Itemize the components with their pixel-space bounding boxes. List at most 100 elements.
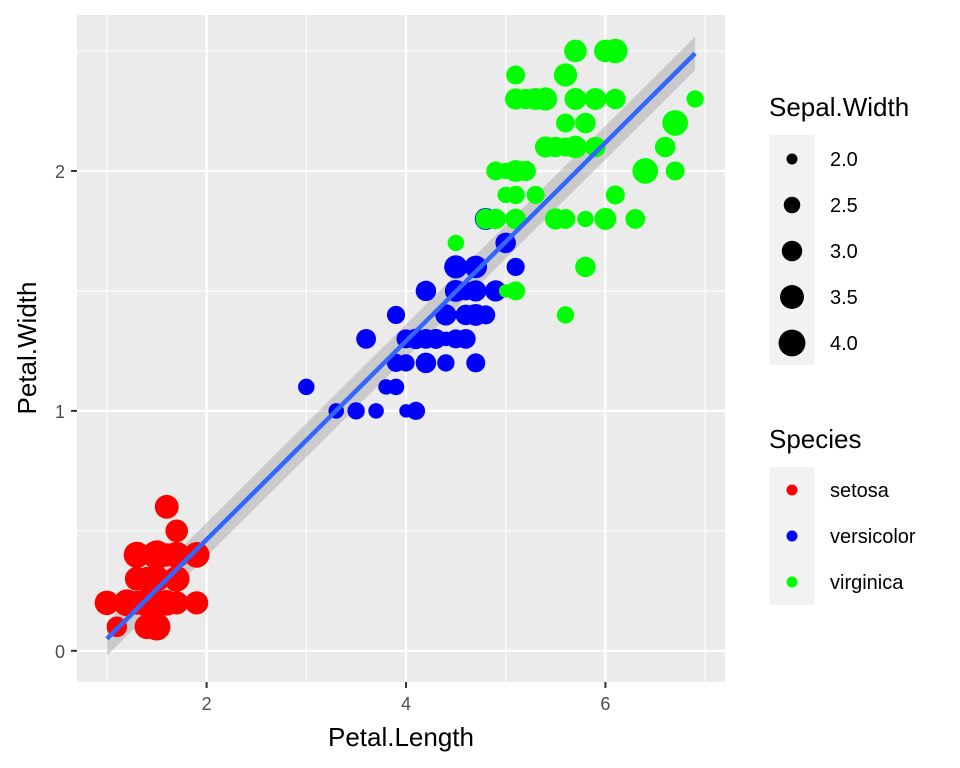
point-virginica [497, 186, 514, 204]
point-versicolor [435, 304, 457, 326]
point-setosa [123, 541, 150, 568]
point-virginica [556, 306, 575, 324]
point-virginica [564, 39, 587, 63]
point-versicolor [464, 255, 488, 279]
points-layer [94, 38, 704, 641]
point-versicolor [386, 305, 406, 325]
point-virginica [554, 64, 577, 86]
point-virginica [625, 209, 646, 229]
size-legend-label: 3.5 [830, 287, 858, 309]
point-virginica [564, 88, 587, 110]
point-versicolor [378, 379, 394, 395]
size-legend: Sepal.Width 2.0 2.5 3.0 3.5 4.0 [769, 92, 909, 365]
y-tick-label: 2 [55, 162, 65, 182]
size-legend-key [780, 285, 804, 309]
size-legend-key [781, 240, 803, 262]
point-versicolor [444, 255, 468, 279]
point-virginica [533, 87, 558, 111]
point-setosa [136, 568, 158, 590]
y-axis-title: Petal.Width [12, 282, 42, 415]
point-versicolor [415, 352, 437, 374]
point-versicolor [347, 402, 365, 420]
color-legend-key-versicolor [786, 530, 798, 542]
point-versicolor [465, 280, 487, 302]
point-virginica [515, 160, 536, 182]
point-versicolor [476, 305, 496, 325]
color-legend-items: setosa versicolor virginica [786, 480, 916, 594]
point-virginica [662, 110, 689, 136]
point-versicolor [406, 401, 426, 420]
size-legend-label: 2.0 [830, 149, 858, 171]
size-legend-key [786, 153, 798, 165]
point-versicolor [506, 257, 525, 277]
point-setosa [145, 543, 169, 567]
size-legend-items: 2.0 2.5 3.0 3.5 4.0 [778, 149, 858, 357]
point-versicolor [455, 304, 477, 326]
point-versicolor [298, 378, 315, 396]
point-virginica [555, 137, 575, 157]
color-legend-label-virginica: virginica [830, 572, 904, 594]
point-versicolor [397, 354, 415, 372]
point-virginica [632, 158, 659, 184]
color-legend-title: Species [769, 424, 862, 454]
point-versicolor [415, 280, 437, 302]
point-virginica [594, 207, 617, 230]
point-setosa [185, 591, 209, 615]
color-legend-label-versicolor: versicolor [830, 526, 916, 548]
x-tick-label: 4 [401, 694, 411, 714]
point-virginica [654, 136, 676, 158]
color-legend-key-setosa [786, 484, 798, 496]
point-setosa [134, 614, 160, 640]
axes-layer: 2 4 6 0 1 2 [55, 162, 610, 714]
point-virginica [555, 113, 575, 133]
size-legend-label: 2.5 [830, 195, 858, 217]
size-legend-key [783, 196, 801, 214]
point-virginica [665, 161, 685, 181]
size-legend-title: Sepal.Width [769, 92, 909, 122]
x-tick-label: 6 [600, 694, 610, 714]
point-virginica [605, 88, 626, 110]
y-tick-label: 1 [55, 402, 65, 422]
point-versicolor [426, 329, 446, 349]
point-virginica [575, 112, 596, 134]
point-setosa [154, 494, 179, 519]
point-virginica [506, 281, 526, 301]
point-setosa [165, 519, 188, 543]
point-virginica [475, 208, 496, 230]
point-virginica [605, 185, 625, 205]
point-virginica [603, 38, 628, 64]
size-legend-key [778, 329, 806, 357]
point-versicolor [356, 329, 376, 349]
point-virginica [486, 161, 506, 181]
point-virginica [686, 90, 704, 108]
point-versicolor [437, 354, 455, 372]
point-setosa [183, 541, 210, 568]
size-legend-label: 3.0 [830, 241, 858, 263]
point-versicolor [455, 329, 476, 349]
point-virginica [526, 185, 545, 205]
color-legend: Species setosa versicolor virginica [769, 424, 916, 605]
y-tick-label: 0 [55, 642, 65, 662]
point-virginica [515, 88, 536, 110]
regression-line-layer [105, 51, 697, 641]
point-virginica [585, 136, 606, 158]
point-virginica [534, 136, 557, 158]
point-virginica [584, 88, 607, 110]
color-legend-key-virginica [786, 576, 798, 588]
point-setosa [94, 590, 120, 616]
x-axis-title: Petal.Length [328, 722, 474, 752]
point-setosa [163, 565, 190, 592]
grid-major [77, 15, 725, 682]
series-virginica [447, 38, 704, 324]
regression-line [105, 51, 697, 641]
point-versicolor [368, 403, 384, 419]
point-setosa [135, 591, 159, 615]
point-virginica [447, 234, 465, 252]
point-versicolor [466, 353, 486, 373]
x-tick-label: 2 [202, 694, 212, 714]
point-versicolor [487, 282, 504, 300]
point-virginica [575, 256, 596, 278]
point-virginica [544, 208, 567, 230]
